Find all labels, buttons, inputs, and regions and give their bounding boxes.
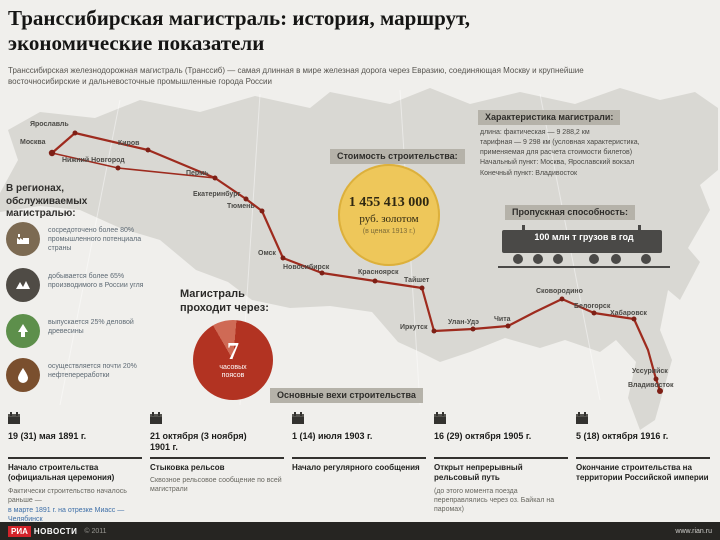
- calendar-icon: [8, 412, 20, 424]
- milestone-date: 21 октября (3 ноября) 1901 г.: [150, 431, 247, 453]
- region-item-text: добывается более 65% производимого в Рос…: [48, 273, 144, 290]
- city-label: Красноярск: [358, 269, 399, 276]
- region-item-text: сосредоточено более 80% промышленного по…: [48, 227, 142, 253]
- city-label: Новосибирск: [283, 264, 330, 271]
- characteristics-line: длина: фактическая — 9 288,2 км: [480, 129, 590, 136]
- capacity-heading: Пропускная способность:: [505, 205, 636, 220]
- milestone-note-secondary: в марте 1891 г. на отрезке Миасс — Челяб…: [8, 506, 125, 524]
- milestone-item: 16 (29) октября 1905 г. Открыт непрерывн…: [434, 412, 568, 514]
- regions-heading: В регионах, обслуживаемых магистралью:: [6, 183, 88, 219]
- city-label: Белогорск: [574, 303, 611, 310]
- timezones-pie: 7 часовых поясов: [193, 320, 273, 400]
- milestone-title: Стыковка рельсов: [150, 463, 225, 472]
- milestone-date: 16 (29) октября 1905 г.: [434, 431, 532, 441]
- region-item: сосредоточено более 80% промышленного по…: [6, 222, 162, 256]
- milestone-note: Сквозное рельсовое сообщение по всей маг…: [150, 477, 282, 494]
- timezones-label-line1: часовых: [219, 363, 247, 371]
- city-label: Тайшет: [404, 277, 430, 284]
- cost-heading: Стоимость строительства:: [330, 149, 465, 164]
- railway-route: [50, 131, 662, 393]
- milestone-item: 5 (18) октября 1916 г. Окончание строите…: [576, 412, 710, 484]
- characteristics-heading: Характеристика магистрали:: [478, 110, 621, 125]
- city-label: Хабаровск: [610, 310, 647, 317]
- footer-bar: РИА НОВОСТИ © 2011 www.rian.ru: [0, 522, 720, 540]
- timezones-label-line2: поясов: [221, 372, 245, 379]
- city-label: Екатеринбург: [193, 191, 241, 198]
- milestone-item: 1 (14) июля 1903 г. Начало регулярного с…: [292, 412, 426, 473]
- city-label: Улан-Удэ: [448, 319, 480, 326]
- ria-logo-mark: РИА: [8, 525, 31, 537]
- ria-logo-text: НОВОСТИ: [33, 526, 78, 536]
- region-item: добывается более 65% производимого в Рос…: [6, 268, 162, 302]
- cost-amount: 1 455 413 000: [348, 195, 430, 210]
- city-label: Тюмень: [227, 203, 255, 210]
- cost-note: (в ценах 1913 г.): [362, 228, 416, 235]
- region-item-text: выпускается 25% деловой древесины: [48, 319, 134, 336]
- cost-circle: 1 455 413 000 руб. золотом (в ценах 1913…: [338, 164, 440, 266]
- page-subtitle: Транссибирская железнодорожная магистрал…: [8, 66, 584, 86]
- city-label: Чита: [494, 316, 511, 323]
- copyright-year: © 2011: [84, 527, 107, 535]
- milestone-title: Начало регулярного сообщения: [292, 463, 420, 472]
- milestone-date: 5 (18) октября 1916 г.: [576, 431, 669, 441]
- characteristics-line: применяемая для расчета стоимости билето…: [480, 149, 633, 157]
- city-label: Уссурийск: [632, 368, 668, 375]
- city-label: Сковородино: [536, 288, 583, 295]
- region-item: осуществляется почти 20% нефтепереработк…: [6, 358, 162, 392]
- city-label: Ярославль: [30, 121, 69, 128]
- milestone-note: (до этого момента поезда переправлялись …: [434, 487, 555, 513]
- city-label: Пермь: [186, 170, 209, 177]
- industry-icon: [6, 222, 40, 256]
- timber-icon: [6, 314, 40, 348]
- milestone-item: 19 (31) мая 1891 г. Начало строительства…: [8, 412, 142, 524]
- milestone-item: 21 октября (3 ноября) 1901 г. Стыковка р…: [150, 412, 284, 495]
- passes-heading-line1: Магистраль: [180, 288, 245, 300]
- city-label: Нижний Новгород: [62, 157, 125, 164]
- page-title: Транссибирская магистраль: история, марш…: [8, 6, 470, 55]
- website-link[interactable]: www.rian.ru: [675, 527, 712, 535]
- characteristics-line: Начальный пункт: Москва, Ярославский вок…: [480, 159, 635, 167]
- milestone-note: Фактически строительство началось раньше…: [8, 487, 127, 504]
- characteristics-line: тарифная — 9 298 км (условная характерис…: [480, 139, 640, 147]
- passes-heading-line2: проходит через:: [180, 301, 269, 314]
- divider: [576, 457, 710, 459]
- city-label: Владивосток: [628, 382, 674, 389]
- capacity-value: 100 млн т грузов в год: [534, 232, 634, 242]
- city-dots: [48, 130, 663, 394]
- divider: [150, 457, 284, 459]
- calendar-icon: [150, 412, 162, 424]
- region-item-text: осуществляется почти 20% нефтепереработк…: [48, 363, 137, 380]
- passes-heading: Магистраль проходит через:: [180, 288, 269, 316]
- cost-currency: руб. золотом: [359, 213, 419, 225]
- calendar-icon: [576, 412, 588, 424]
- region-item: выпускается 25% деловой древесины: [6, 314, 162, 348]
- city-label: Омск: [258, 250, 276, 257]
- calendar-icon: [434, 412, 446, 424]
- city-label: Киров: [118, 140, 140, 147]
- russia-silhouette: [0, 88, 718, 430]
- divider: [434, 457, 568, 459]
- oil-drop-icon: [6, 358, 40, 392]
- calendar-icon: [292, 412, 304, 424]
- milestone-date: 1 (14) июля 1903 г.: [292, 431, 373, 441]
- freight-train-icon: [498, 225, 670, 268]
- milestone-title: Открыт непрерывный рельсовый путь: [434, 463, 523, 483]
- milestone-title: Начало строительства (официальная церемо…: [8, 463, 115, 483]
- city-label: Иркутск: [400, 324, 428, 331]
- city-label: Москва: [20, 139, 46, 146]
- divider: [292, 457, 426, 459]
- milestone-date: 19 (31) мая 1891 г.: [8, 431, 87, 441]
- divider: [8, 457, 142, 459]
- characteristics-list: длина: фактическая — 9 288,2 км тарифная…: [480, 128, 705, 179]
- ria-novosti-logo: РИА НОВОСТИ © 2011: [8, 525, 107, 537]
- coal-icon: [6, 268, 40, 302]
- characteristics-line: Конечный пункт: Владивосток: [480, 169, 578, 177]
- milestones-heading: Основные вехи строительства: [270, 388, 423, 403]
- milestone-title: Окончание строительства на территории Ро…: [576, 463, 709, 483]
- timezones-count: 7: [227, 338, 239, 365]
